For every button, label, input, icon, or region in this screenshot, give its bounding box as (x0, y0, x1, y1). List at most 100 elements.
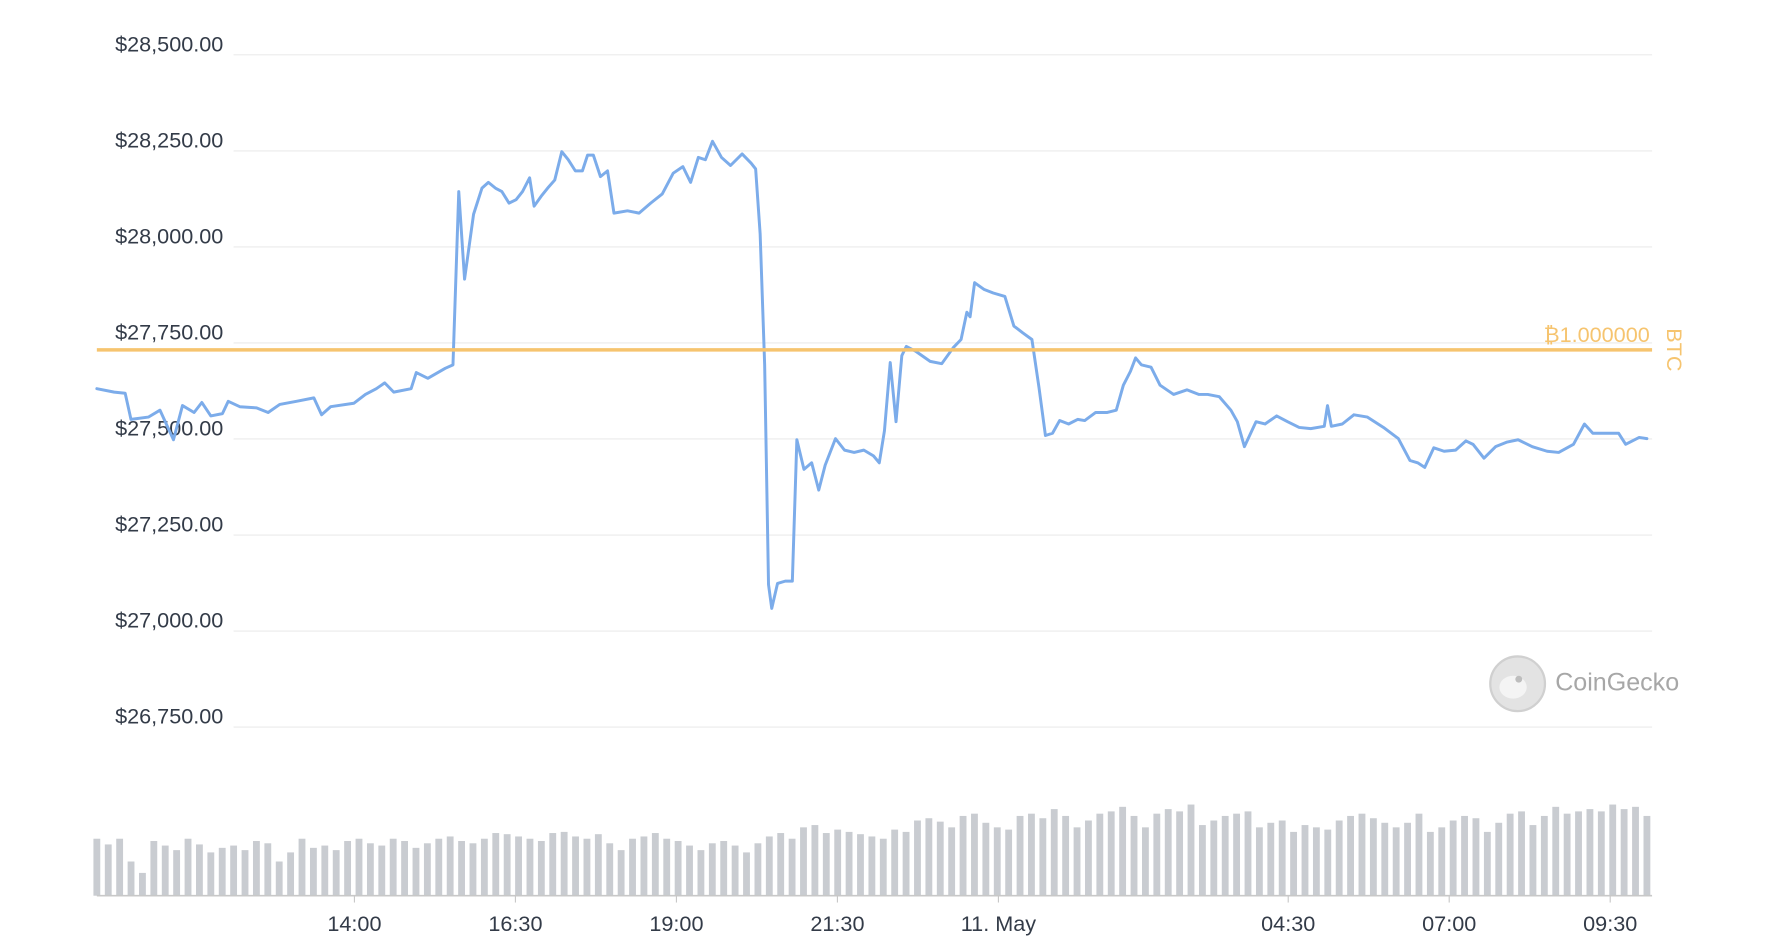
volume-bar (150, 841, 158, 896)
volume-bar (834, 829, 842, 896)
volume-bar (857, 834, 864, 896)
volume-bar (879, 838, 887, 896)
volume-bar (674, 841, 682, 896)
volume-bar (1176, 811, 1184, 896)
volume-bar (845, 831, 853, 896)
volume-bar (1552, 806, 1560, 896)
volume-bar (1495, 822, 1503, 896)
volume-bar (218, 847, 226, 896)
volume-bar (515, 836, 522, 896)
volume-bar (184, 838, 192, 896)
volume-bar (287, 852, 295, 896)
volume-bar (366, 843, 374, 896)
volume-bar (1062, 815, 1070, 896)
volume-bar (1130, 815, 1138, 896)
volume-bar (1632, 806, 1639, 896)
volume-bar (1347, 815, 1354, 896)
volume-bar (971, 813, 978, 896)
volume-bar (230, 845, 238, 896)
volume-bar (811, 825, 819, 896)
volume-bar (355, 838, 363, 896)
x-tick-label: 19:00 (649, 911, 703, 936)
volume-bar (1050, 809, 1058, 896)
volume-bar (948, 827, 956, 896)
volume-bar (1449, 820, 1457, 896)
volume-bar (708, 843, 716, 896)
volume-bar (1483, 831, 1491, 896)
volume-bar (344, 841, 352, 896)
volume-bar (765, 836, 773, 896)
volume-bar (1381, 822, 1389, 896)
volume-bar (1506, 813, 1514, 896)
volume-bar (264, 843, 272, 896)
volume-bar (1290, 831, 1298, 896)
volume-bar (697, 850, 705, 896)
volume-bar (560, 831, 568, 896)
volume-bar (332, 850, 340, 896)
volume-bar (1005, 829, 1013, 896)
volume-bar (423, 843, 431, 896)
x-tick-label: 09:30 (1583, 911, 1637, 936)
volume-bar (435, 838, 443, 896)
x-tick-label: 16:30 (488, 911, 542, 936)
volume-bar (1096, 813, 1104, 896)
volume-bar (196, 844, 203, 896)
volume-bar (207, 852, 215, 896)
volume-bar (1039, 818, 1047, 896)
volume-bar (1643, 815, 1651, 896)
watermark-text: CoinGecko (1555, 668, 1679, 696)
x-tick-label: 07:00 (1422, 911, 1476, 936)
y-tick-label: $27,000.00 (115, 608, 223, 633)
volume-bar (549, 833, 557, 896)
volume-bar (252, 841, 260, 896)
volume-bar (686, 845, 693, 896)
volume-bar (1119, 806, 1127, 896)
volume-bar (412, 847, 420, 896)
volume-bar (936, 821, 944, 896)
volume-bar (275, 861, 283, 896)
volume-bar (298, 838, 306, 896)
volume-bar (116, 838, 124, 896)
volume-bar (1221, 815, 1229, 896)
volume-bar (241, 850, 249, 896)
volume-bar (401, 841, 408, 896)
volume-bar (1210, 820, 1218, 896)
volume-bar (1164, 809, 1172, 896)
volume-bar (959, 815, 967, 896)
volume-bar (822, 833, 830, 896)
volume-bar (788, 838, 796, 896)
volume-bar (1028, 813, 1035, 896)
volume-bar (127, 861, 135, 896)
volume-bar (93, 838, 101, 896)
volume-bar (868, 836, 876, 896)
volume-bar (925, 818, 933, 896)
volume-bar (617, 850, 625, 896)
volume-bar (800, 827, 807, 896)
volume-bar (1267, 822, 1275, 896)
volume-bar (1620, 809, 1628, 896)
y-tick-label: $28,250.00 (115, 127, 223, 152)
volume-bar (993, 827, 1001, 896)
volume-bar (914, 820, 921, 896)
volume-bar (1461, 815, 1468, 896)
volume-bar (173, 850, 181, 896)
volume-bar (1404, 822, 1411, 896)
y-tick-label: $27,750.00 (115, 320, 223, 345)
volume-bar (731, 845, 739, 896)
volume-bar (492, 833, 500, 896)
volume-bar (754, 843, 762, 896)
volume-bar (469, 843, 477, 896)
volume-bar (1575, 811, 1582, 896)
volume-bar (663, 838, 671, 896)
volume-bar (1609, 804, 1617, 896)
y-tick-label: $27,250.00 (115, 512, 223, 537)
price-line (95, 139, 1649, 610)
volume-bar (1415, 813, 1423, 896)
volume-bar (1255, 827, 1263, 896)
volume-bar (309, 847, 317, 896)
volume-bar (1540, 815, 1548, 896)
y-tick-label: $26,750.00 (115, 704, 223, 729)
reference-label: ₿1.000000 (1544, 322, 1650, 347)
volume-bar (1369, 818, 1377, 896)
